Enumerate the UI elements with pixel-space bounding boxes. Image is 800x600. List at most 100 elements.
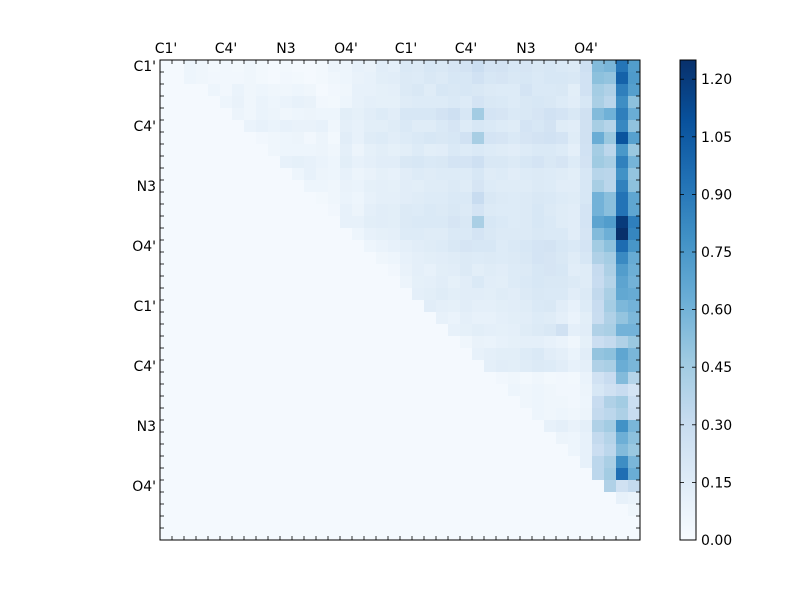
heatmap-cell <box>628 120 641 133</box>
heatmap-cell <box>316 252 329 265</box>
heatmap-cell <box>412 504 425 517</box>
heatmap-cell <box>172 204 185 217</box>
heatmap-cell <box>400 132 413 145</box>
heatmap-cell <box>604 96 617 109</box>
heatmap-cell <box>628 84 641 97</box>
heatmap-cell <box>184 168 197 181</box>
heatmap-cell <box>244 96 257 109</box>
heatmap-cell <box>172 264 185 277</box>
heatmap-cell <box>364 456 377 469</box>
heatmap-cell <box>496 420 509 433</box>
heatmap-cell <box>532 336 545 349</box>
heatmap-cell <box>556 204 569 217</box>
heatmap-cell <box>448 252 461 265</box>
heatmap-cell <box>208 144 221 157</box>
heatmap-cell <box>508 384 521 397</box>
heatmap-cell <box>256 168 269 181</box>
heatmap-cell <box>448 396 461 409</box>
heatmap-cell <box>400 192 413 205</box>
heatmap-cell <box>244 144 257 157</box>
heatmap-cell <box>172 60 185 73</box>
heatmap-cell <box>496 264 509 277</box>
heatmap-cell <box>604 312 617 325</box>
heatmap-cell <box>244 180 257 193</box>
heatmap-cell <box>352 228 365 241</box>
heatmap-cell <box>280 72 293 85</box>
heatmap-cell <box>292 444 305 457</box>
heatmap-cell <box>436 444 449 457</box>
heatmap-cell <box>508 60 521 73</box>
heatmap-cell <box>604 156 617 169</box>
heatmap-cell <box>376 456 389 469</box>
heatmap-cell <box>520 192 533 205</box>
heatmap-cell <box>460 444 473 457</box>
heatmap-cell <box>172 84 185 97</box>
heatmap-cell <box>280 120 293 133</box>
heatmap-cell <box>580 468 593 481</box>
heatmap-cell <box>628 144 641 157</box>
heatmap-cell <box>508 372 521 385</box>
heatmap-cell <box>544 408 557 421</box>
heatmap-cell <box>268 336 281 349</box>
heatmap-cell <box>556 432 569 445</box>
heatmap-cell <box>376 204 389 217</box>
heatmap-cell <box>340 228 353 241</box>
heatmap-cell <box>580 168 593 181</box>
heatmap-cell <box>364 72 377 85</box>
heatmap-cell <box>628 60 641 73</box>
heatmap-cell <box>220 84 233 97</box>
heatmap-cell <box>256 192 269 205</box>
heatmap-cell <box>580 204 593 217</box>
x-tick-label: N3 <box>516 41 535 57</box>
heatmap-cell <box>520 108 533 121</box>
heatmap-cell <box>604 72 617 85</box>
heatmap-cell <box>364 504 377 517</box>
heatmap-cell <box>160 132 173 145</box>
heatmap-cell <box>436 480 449 493</box>
heatmap-cell <box>508 360 521 373</box>
heatmap-cell <box>328 228 341 241</box>
heatmap-cell <box>232 180 245 193</box>
heatmap-cell <box>208 468 221 481</box>
heatmap-cell <box>412 108 425 121</box>
heatmap-cell <box>436 96 449 109</box>
heatmap-cell <box>292 72 305 85</box>
heatmap-cell <box>376 168 389 181</box>
heatmap-cell <box>520 480 533 493</box>
heatmap-cell <box>352 168 365 181</box>
heatmap-cell <box>280 204 293 217</box>
heatmap-cell <box>376 120 389 133</box>
heatmap-cell <box>328 156 341 169</box>
heatmap-cell <box>268 324 281 337</box>
heatmap-cell <box>352 240 365 253</box>
heatmap-cell <box>316 204 329 217</box>
heatmap-cell <box>508 528 521 541</box>
heatmap-cell <box>388 204 401 217</box>
heatmap-cell <box>412 396 425 409</box>
heatmap-cell <box>244 384 257 397</box>
heatmap-cell <box>352 324 365 337</box>
heatmap-cell <box>616 108 629 121</box>
y-tick-label: C4' <box>133 359 156 375</box>
heatmap-cell <box>544 312 557 325</box>
heatmap-cell <box>616 516 629 529</box>
heatmap-cell <box>208 504 221 517</box>
heatmap-cell <box>268 444 281 457</box>
heatmap-cell <box>520 372 533 385</box>
heatmap-cell <box>616 456 629 469</box>
heatmap-cell <box>532 468 545 481</box>
heatmap-cell <box>340 288 353 301</box>
heatmap-cell <box>580 132 593 145</box>
heatmap-cell <box>460 360 473 373</box>
heatmap-cell <box>316 84 329 97</box>
heatmap-cell <box>280 96 293 109</box>
heatmap-cell <box>544 84 557 97</box>
heatmap-cell <box>580 516 593 529</box>
heatmap-cell <box>628 468 641 481</box>
heatmap-cell <box>340 384 353 397</box>
heatmap-cell <box>616 252 629 265</box>
heatmap-cell <box>304 456 317 469</box>
heatmap-cell <box>520 252 533 265</box>
heatmap-cell <box>256 288 269 301</box>
heatmap-cell <box>184 204 197 217</box>
